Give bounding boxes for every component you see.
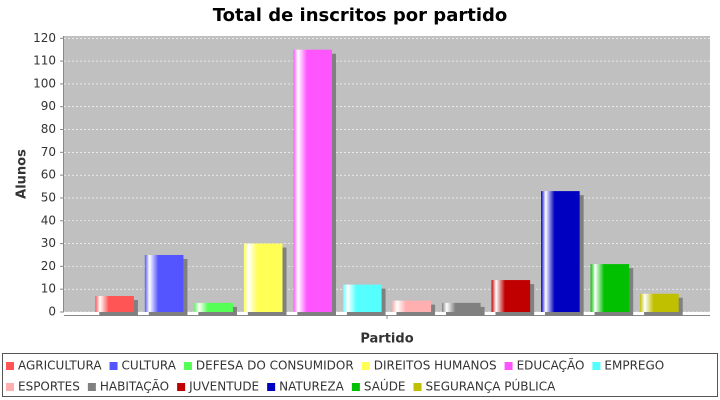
legend-label: DEFESA DO CONSUMIDOR xyxy=(196,359,354,373)
bar xyxy=(144,254,184,312)
y-tick-label: 10 xyxy=(41,282,56,296)
y-tick-label: 90 xyxy=(41,99,56,113)
legend-swatch xyxy=(6,362,14,370)
bar xyxy=(194,302,233,312)
legend-label: JUVENTUDE xyxy=(188,380,259,394)
y-tick-label: 60 xyxy=(41,168,56,182)
y-tick-label: 20 xyxy=(41,259,56,273)
legend-swatch xyxy=(267,383,276,391)
y-tick-label: 100 xyxy=(33,76,56,90)
legend-swatch xyxy=(183,362,192,370)
y-tick-label: 110 xyxy=(33,54,56,68)
legend-swatch xyxy=(361,362,370,370)
bar xyxy=(640,293,679,312)
legend-label: ESPORTES xyxy=(18,380,80,394)
legend-label: CULTURA xyxy=(122,359,177,373)
y-tick-label: 40 xyxy=(41,213,56,227)
bar xyxy=(491,280,531,312)
y-axis-label: Alunos xyxy=(15,149,30,199)
legend-swatch xyxy=(87,383,96,391)
legend-swatch xyxy=(6,383,14,391)
legend-swatch xyxy=(177,383,186,391)
y-tick-label: 50 xyxy=(41,190,56,204)
legend-label: AGRICULTURA xyxy=(18,359,102,373)
legend-label: SAÚDE xyxy=(364,379,406,394)
bar xyxy=(342,284,382,312)
y-tick-label: 80 xyxy=(41,122,56,136)
legend-swatch xyxy=(504,362,513,370)
bar xyxy=(590,264,630,312)
bar xyxy=(541,191,580,312)
legend-label: DIREITOS HUMANOS xyxy=(374,359,497,373)
legend-swatch xyxy=(592,362,601,370)
y-tick-label: 70 xyxy=(41,145,56,159)
x-axis-label: Partido xyxy=(360,332,413,347)
bar xyxy=(95,296,134,312)
y-tick-label: 0 xyxy=(48,305,56,319)
bar xyxy=(243,243,283,312)
chart-title: Total de inscritos por partido xyxy=(213,5,508,26)
legend-label: EDUCAÇÃO xyxy=(517,358,585,373)
y-tick-label: 120 xyxy=(33,31,56,45)
legend-swatch xyxy=(109,362,118,370)
legend-box xyxy=(2,353,718,397)
legend-label: HABITAÇÃO xyxy=(100,379,169,394)
y-tick-label: 30 xyxy=(41,236,56,250)
legend-swatch xyxy=(413,383,422,391)
legend-label: SEGURANÇA PÚBLICA xyxy=(426,379,557,394)
bar xyxy=(293,49,333,313)
bar xyxy=(441,302,481,312)
bar xyxy=(392,300,432,312)
legend-label: NATUREZA xyxy=(279,380,345,394)
legend-label: EMPREGO xyxy=(604,359,664,373)
legend-swatch xyxy=(351,383,360,391)
